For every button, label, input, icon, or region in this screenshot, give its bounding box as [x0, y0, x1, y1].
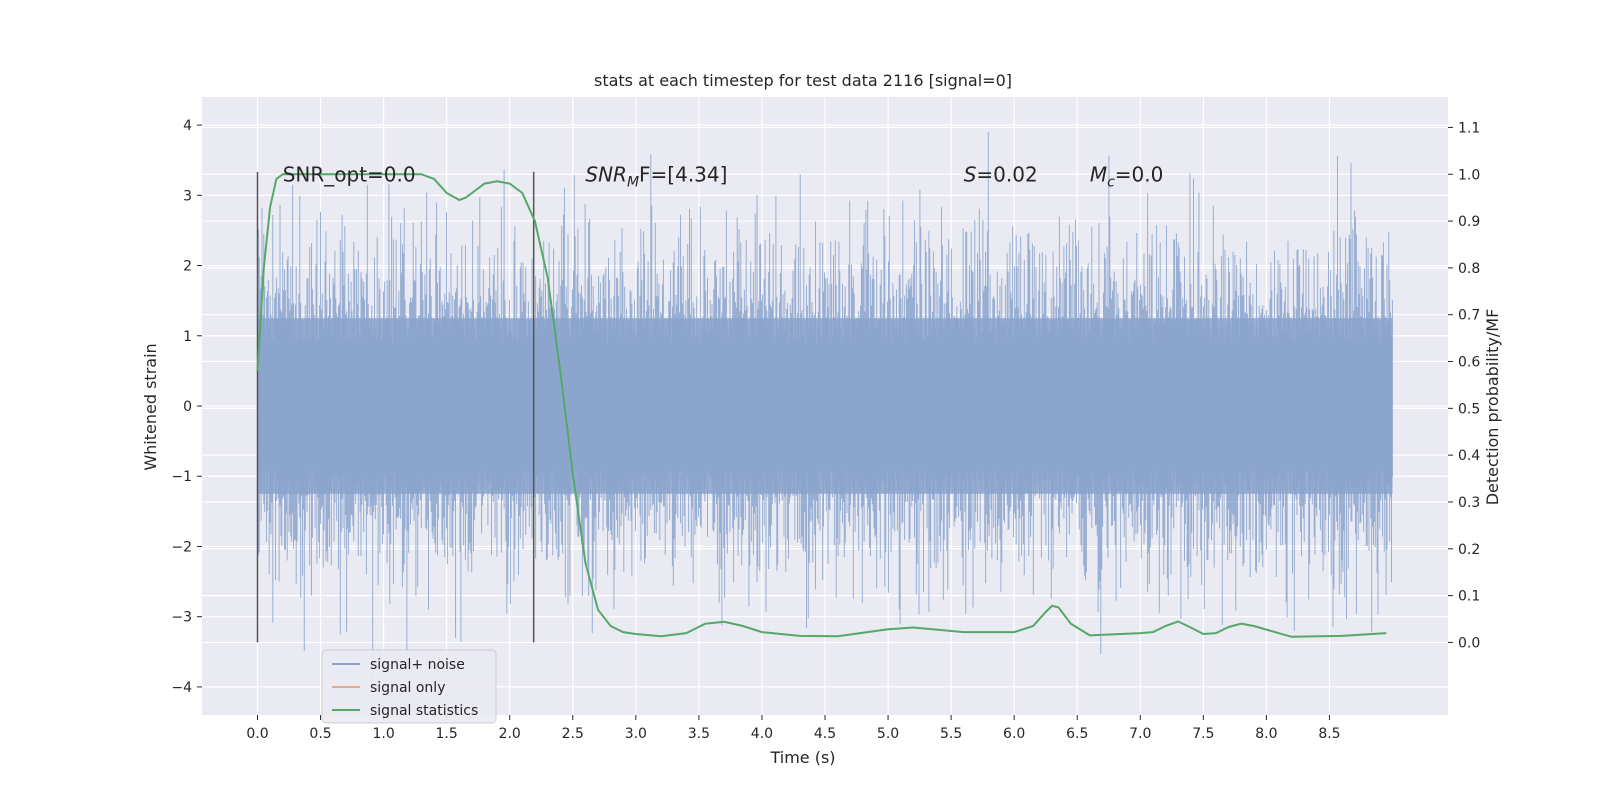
- legend-label: signal only: [370, 680, 445, 696]
- legend-label: signal+ noise: [370, 657, 465, 673]
- y2-tick-label: 0.1: [1458, 589, 1480, 605]
- y-tick-label: −4: [171, 680, 192, 696]
- x-tick-label: 1.0: [372, 726, 394, 742]
- x-axis-ticks: 0.0 0.5 1.0 1.5 2.0 2.5 3.0 3.5 4.0 4.5 5.0 5.5 6.0 6…: [246, 715, 1341, 742]
- x-tick-label: 4.5: [814, 726, 836, 742]
- annotation-snr_opt: SNR_opt=0.0: [283, 162, 416, 186]
- annotation-mc: Mc=0.0: [1090, 162, 1164, 190]
- x-tick-label: 6.5: [1066, 726, 1088, 742]
- legend-box: [321, 649, 497, 724]
- y-tick-label: 3: [183, 188, 192, 204]
- x-tick-label: 0.0: [246, 726, 268, 742]
- legend: signal+ noise signal only signal statistic…: [321, 649, 497, 724]
- annotation-s: S=0.02: [964, 162, 1038, 186]
- x-tick-label: 5.5: [940, 726, 962, 742]
- y-axis-label: Whitened strain: [141, 343, 160, 470]
- y-tick-label: 4: [183, 118, 192, 134]
- y2-tick-label: 1.1: [1458, 120, 1480, 136]
- y2-tick-label: 0.3: [1458, 495, 1480, 511]
- signal-noise-series: [257, 132, 1393, 680]
- x-tick-label: 5.0: [877, 726, 899, 742]
- annotation-snr_mf: SNRMF=[4.34]: [585, 162, 727, 190]
- x-tick-label: 7.0: [1129, 726, 1151, 742]
- signal-statistics-line: [256, 173, 1387, 638]
- x-tick-label: 8.5: [1318, 726, 1340, 742]
- y2-tick-label: 0.8: [1458, 261, 1480, 277]
- annotations: SNR_opt=0.0 SNRMF=[4.34] S=0.02 Mc=0.0: [283, 162, 1164, 190]
- y2-tick-label: 0.4: [1458, 448, 1480, 464]
- vertical-markers: [256, 171, 535, 643]
- y-tick-label: −2: [171, 539, 192, 555]
- x-tick-label: 8.0: [1255, 726, 1277, 742]
- x-tick-label: 2.5: [562, 726, 584, 742]
- y2-tick-label: 0.7: [1458, 308, 1480, 324]
- x-tick-label: 4.0: [751, 726, 773, 742]
- y2-tick-label: 0.0: [1458, 635, 1480, 651]
- y-tick-label: 1: [183, 329, 192, 345]
- x-axis-label: Time (s): [769, 748, 835, 767]
- legend-label: signal statistics: [370, 703, 478, 719]
- y-tick-label: 0: [183, 399, 192, 415]
- x-tick-label: 7.5: [1192, 726, 1214, 742]
- x-tick-label: 3.5: [688, 726, 710, 742]
- y2-tick-label: 0.9: [1458, 214, 1480, 230]
- y2-tick-label: 1.0: [1458, 167, 1480, 183]
- chart-title: stats at each timestep for test data 211…: [594, 71, 1012, 90]
- y-tick-label: −3: [171, 610, 192, 626]
- y2-tick-label: 0.5: [1458, 401, 1480, 417]
- x-tick-label: 6.0: [1003, 726, 1025, 742]
- y2-axis-ticks: 1.1 1.0 0.9 0.8 0.7 0.6 0.5 0.4 0.3 0.2 0.1 0.0: [1448, 120, 1480, 651]
- y2-tick-label: 0.6: [1458, 355, 1480, 371]
- y-axis-ticks: 4 3 2 1 0 −1 −2 −3 −4: [171, 118, 202, 696]
- x-tick-label: 0.5: [309, 726, 331, 742]
- x-tick-label: 1.5: [436, 726, 458, 742]
- y-tick-label: 2: [183, 259, 192, 275]
- y2-axis-label: Detection probability/MF: [1483, 309, 1502, 506]
- y-tick-label: −1: [171, 469, 192, 485]
- x-tick-label: 2.0: [499, 726, 521, 742]
- y2-tick-label: 0.2: [1458, 542, 1480, 558]
- x-tick-label: 3.0: [625, 726, 647, 742]
- signal-noise-core: [257, 318, 1393, 494]
